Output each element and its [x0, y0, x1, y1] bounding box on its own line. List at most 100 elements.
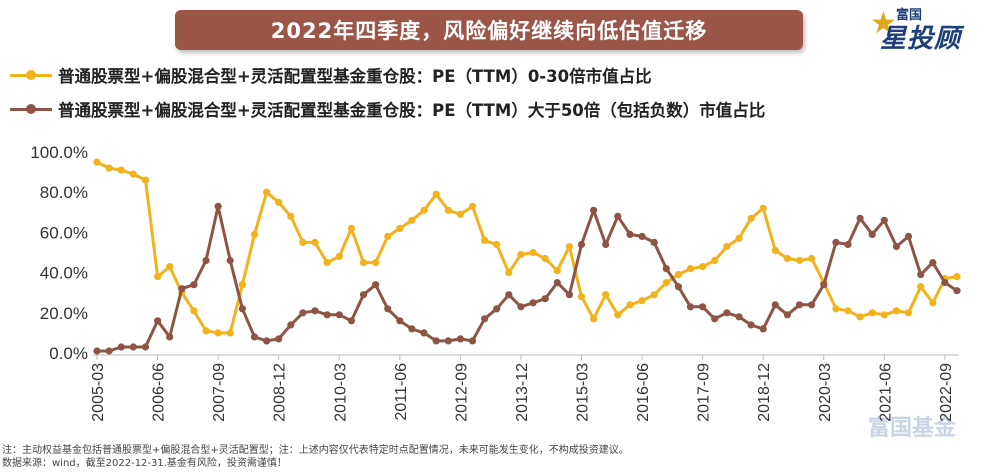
data-point-series1 — [456, 210, 464, 218]
x-tick-label: 2021-06 — [877, 363, 894, 422]
x-tick-label: 2007-09 — [211, 363, 228, 422]
data-point-series1 — [372, 259, 380, 267]
series-line-1 — [96, 160, 958, 335]
data-point-series2 — [723, 309, 731, 317]
data-point-series2 — [105, 347, 113, 355]
x-tick-label: 2016-06 — [635, 363, 652, 422]
x-tick-label: 2010-03 — [332, 363, 349, 422]
data-point-series1 — [468, 202, 477, 210]
data-point-series1 — [892, 307, 901, 315]
legend-item-series1: 普通股票型+偏股混合型+灵活配置型基金重仓股：PE（TTM）0-30倍市值占比 — [10, 63, 652, 87]
data-point-series2 — [166, 333, 174, 341]
data-point-series2 — [808, 301, 816, 309]
data-point-series1 — [638, 297, 646, 305]
x-tick-label: 2005-03 — [90, 363, 107, 422]
footnote-line-1: 注：主动权益基金包括普通股票型+偏股混合型+灵活配置型；注：上述内容仅代表特定时… — [2, 445, 629, 456]
data-point-series2 — [674, 283, 683, 291]
data-point-series2 — [372, 281, 380, 289]
data-point-series2 — [420, 329, 428, 337]
data-point-series1 — [565, 242, 574, 251]
data-point-series2 — [868, 230, 876, 238]
data-point-series2 — [953, 287, 961, 295]
legend-label-series1: 普通股票型+偏股混合型+灵活配置型基金重仓股：PE（TTM）0-30倍市值占比 — [58, 67, 652, 86]
data-point-series1 — [517, 250, 525, 259]
data-point-series1 — [904, 309, 913, 317]
data-point-series2 — [250, 333, 259, 341]
data-point-series2 — [553, 279, 561, 287]
data-point-series1 — [299, 238, 307, 246]
data-point-series1 — [723, 242, 731, 251]
y-tick-label: 100.0% — [30, 143, 88, 162]
data-point-series1 — [735, 234, 743, 242]
legend-swatch-series1-icon — [10, 68, 52, 82]
data-point-series2 — [614, 212, 622, 220]
data-point-series2 — [941, 279, 949, 287]
data-point-series1 — [553, 267, 561, 275]
data-point-series2 — [541, 295, 549, 303]
data-point-series1 — [226, 329, 234, 337]
data-point-series1 — [347, 224, 355, 232]
data-point-series1 — [577, 293, 586, 301]
data-point-series1 — [674, 271, 683, 279]
data-point-series2 — [347, 317, 355, 325]
data-point-series2 — [650, 238, 658, 246]
data-point-series2 — [432, 337, 440, 345]
data-point-series2 — [141, 343, 150, 351]
data-point-series2 — [577, 240, 586, 249]
y-tick-label: 60.0% — [40, 223, 88, 242]
x-tick-label: 2008-12 — [272, 363, 289, 422]
data-point-series2 — [238, 305, 246, 313]
data-point-series2 — [299, 309, 307, 317]
star-icon: ★ — [870, 6, 897, 41]
x-tick-label: 2011-06 — [393, 363, 410, 421]
data-point-series1 — [129, 170, 137, 178]
data-point-series2 — [880, 216, 888, 224]
data-point-series2 — [335, 311, 343, 319]
data-point-series2 — [323, 311, 331, 319]
data-point-series1 — [699, 263, 707, 271]
data-point-series1 — [117, 166, 125, 174]
data-point-series1 — [493, 240, 501, 249]
data-point-series1 — [408, 216, 416, 224]
data-point-series1 — [650, 291, 658, 299]
data-point-series2 — [735, 313, 743, 321]
data-point-series2 — [263, 337, 271, 345]
logo-top-text: 富国 — [896, 8, 923, 23]
data-point-series1 — [105, 164, 113, 172]
data-point-series2 — [117, 343, 125, 351]
data-point-series2 — [529, 299, 537, 307]
data-point-series1 — [93, 158, 101, 166]
y-tick-label: 40.0% — [40, 264, 88, 283]
data-point-series2 — [699, 303, 707, 311]
legend-label-series2: 普通股票型+偏股混合型+灵活配置型基金重仓股：PE（TTM）大于50倍（包括负数… — [58, 101, 766, 120]
data-point-series1 — [238, 281, 246, 289]
data-point-series2 — [686, 303, 695, 311]
data-point-series2 — [444, 337, 452, 345]
data-point-series2 — [311, 307, 319, 315]
legend-swatch-series2-icon — [10, 102, 52, 116]
data-point-series1 — [202, 327, 210, 335]
data-point-series1 — [529, 248, 537, 257]
data-point-series1 — [711, 256, 719, 265]
data-point-series1 — [275, 198, 283, 206]
data-point-series1 — [420, 206, 428, 214]
legend-item-series2: 普通股票型+偏股混合型+灵活配置型基金重仓股：PE（TTM）大于50倍（包括负数… — [10, 97, 765, 121]
data-point-series2 — [468, 337, 477, 345]
data-point-series2 — [638, 232, 646, 240]
data-point-series2 — [359, 291, 368, 299]
data-point-series2 — [856, 214, 864, 222]
data-point-series2 — [759, 325, 767, 333]
data-point-series2 — [602, 240, 610, 249]
x-tick-label: 2022-09 — [938, 363, 955, 422]
data-point-series2 — [783, 311, 792, 319]
x-tick-label: 2017-09 — [696, 363, 713, 422]
data-point-series1 — [141, 176, 150, 184]
data-point-series1 — [505, 269, 513, 277]
data-point-series1 — [590, 315, 598, 323]
data-point-series2 — [384, 305, 392, 313]
data-point-series2 — [844, 240, 852, 249]
data-point-series1 — [759, 204, 767, 212]
data-point-series1 — [602, 291, 610, 299]
data-point-series1 — [190, 307, 198, 315]
data-point-series1 — [287, 212, 295, 220]
